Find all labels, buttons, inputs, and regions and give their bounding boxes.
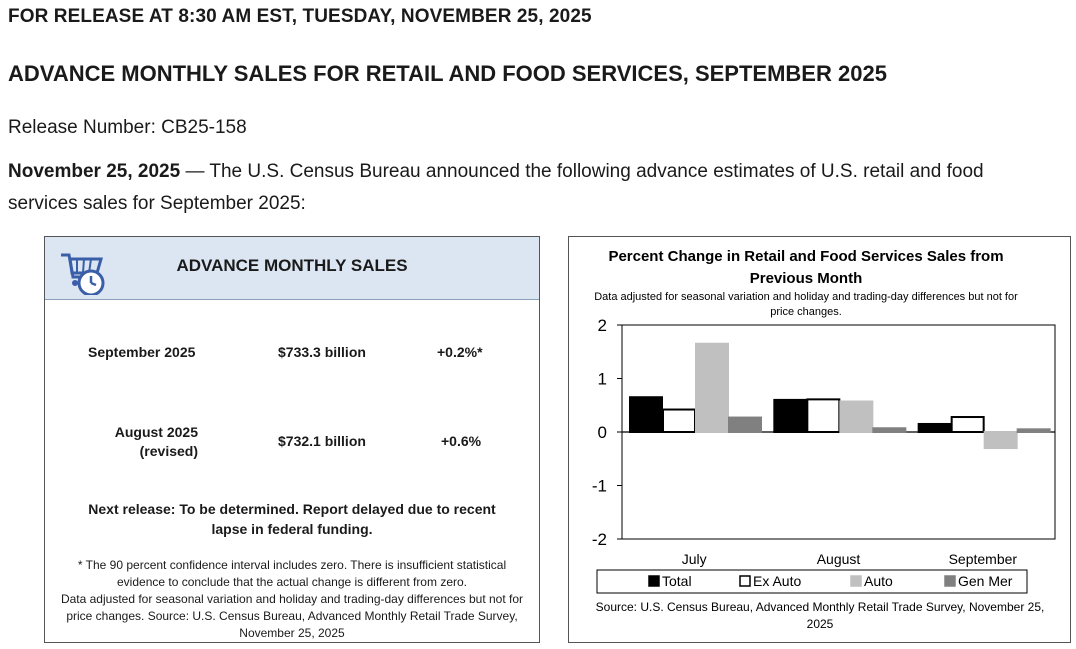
legend-label: Auto [864,573,893,589]
chart-title-line-2: Previous Month [750,270,863,287]
bar-gen-mer-july [728,416,762,433]
y-tick-label: -2 [592,530,607,549]
intro-text: — The U.S. Census Bureau announced the f… [8,161,984,214]
chart-subtitle-line-2: price changes. [770,306,842,318]
legend-swatch [739,575,751,587]
legend-label: Total [662,573,692,589]
sales-footnote: * The 90 percent confidence interval inc… [59,557,525,642]
footnote-source: Data adjusted for seasonal variation and… [60,592,524,640]
bar-total-july [629,396,663,434]
bar-auto-july [695,342,729,433]
legend-label: Gen Mer [958,573,1013,589]
sales-box-header: ADVANCE MONTHLY SALES [45,237,539,300]
bar-ex-auto-july [662,408,696,433]
y-tick-label: 2 [598,316,607,335]
next-release-note: Next release: To be determined. Report d… [88,501,496,537]
bar-gen-mer-august [872,427,907,434]
legend-label: Ex Auto [753,573,801,589]
sales-period: September 2025 [88,344,196,360]
chart-box: Percent Change in Retail and Food Servic… [568,236,1071,643]
intro-date: November 25, 2025 [8,161,181,182]
legend-box [596,569,1028,594]
bar-auto-august [839,400,874,434]
x-category-label: August [817,551,861,567]
sales-box-title: ADVANCE MONTHLY SALES [176,256,408,275]
chart-subtitle-line-1: Data adjusted for seasonal variation and… [594,291,1018,303]
x-category-label: July [682,551,707,567]
legend-swatch [648,575,660,587]
bar-total-august [773,398,808,433]
sales-change: +0.2%* [437,344,483,360]
bar-ex-auto-september [950,416,985,434]
y-tick-label: 1 [598,370,607,389]
sales-amount: $732.1 billion [278,433,366,449]
x-category-label: September [949,551,1018,567]
intro-paragraph: November 25, 2025 — The U.S. Census Bure… [8,156,1048,220]
sales-change: +0.6% [441,433,482,449]
percent-change-chart: Percent Change in Retail and Food Servic… [592,248,1056,631]
chart-title-line-1: Percent Change in Retail and Food Servic… [608,248,1003,265]
y-tick-label: 0 [598,423,607,442]
advance-monthly-sales-box: ADVANCE MONTHLY SALES September 2025 $73… [44,236,540,643]
legend-swatch [944,575,956,587]
chart-source-line-2: 2025 [807,617,834,631]
sales-amount: $733.3 billion [278,344,366,360]
shopping-cart-clock-icon [61,253,105,295]
sales-period-sub: (revised) [139,443,198,459]
sales-period: August 2025 [114,424,198,440]
headline: ADVANCE MONTHLY SALES FOR RETAIL AND FOO… [8,61,887,86]
bar-gen-mer-september [1016,428,1051,433]
release-number: Release Number: CB25-158 [8,117,247,138]
release-line: FOR RELEASE AT 8:30 AM EST, TUESDAY, NOV… [8,6,592,27]
y-tick-label: -1 [592,477,607,496]
footnote-confidence: * The 90 percent confidence interval inc… [77,558,507,589]
chart-source-line-1: Source: U.S. Census Bureau, Advanced Mon… [596,600,1045,614]
bar-auto-september [983,431,1018,450]
bar-total-september [917,422,952,434]
bar-ex-auto-august [806,398,841,434]
legend-swatch [850,575,862,587]
